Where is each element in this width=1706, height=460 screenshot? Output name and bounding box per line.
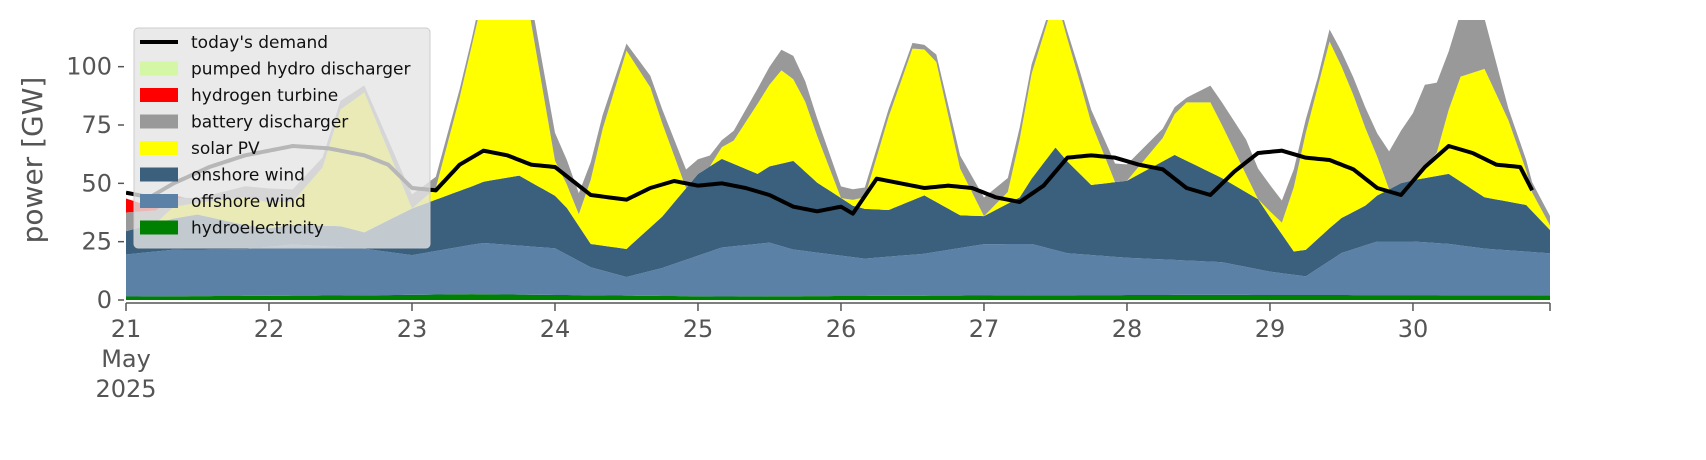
legend-frame xyxy=(133,27,431,249)
x-tick-label: 21 xyxy=(111,315,142,343)
y-tick-label: 0 xyxy=(97,286,112,314)
legend-swatch-hydrogen xyxy=(140,88,178,102)
area-onshore xyxy=(126,147,1550,277)
x-tick-label: 23 xyxy=(397,315,428,343)
stacked-areas xyxy=(126,20,1550,300)
area-solar xyxy=(126,20,1550,252)
x-tick-label: 30 xyxy=(1398,315,1429,343)
legend-swatch-onshore xyxy=(140,167,178,182)
y-tick-label: 100 xyxy=(66,53,112,81)
legend-label-solar: solar PV xyxy=(191,139,260,159)
area-offshore xyxy=(126,241,1550,297)
legend-swatch-solar xyxy=(140,141,178,155)
y-tick-label: 50 xyxy=(81,169,112,197)
x-tick-label: 27 xyxy=(969,315,1000,343)
x-tick-label: 26 xyxy=(826,315,857,343)
x-tick-sublabel: May xyxy=(101,345,151,373)
area-hydro xyxy=(126,294,1550,300)
legend-label-onshore: onshore wind xyxy=(191,166,305,186)
legend-label-pumped: pumped hydro discharger xyxy=(191,60,410,80)
y-tick-label: 75 xyxy=(81,111,112,139)
legend: today's demand pumped hydro discharger hyd… xyxy=(133,27,431,249)
legend-swatch-battery xyxy=(140,114,178,129)
legend-swatch-offshore xyxy=(140,194,178,208)
x-tick-sublabel: 2025 xyxy=(95,375,156,403)
y-axis-title: power [GW] xyxy=(16,77,49,244)
y-tick-label: 25 xyxy=(81,228,112,256)
legend-label-demand: today's demand xyxy=(191,33,328,53)
x-tick-label: 25 xyxy=(683,315,714,343)
x-tick-label: 22 xyxy=(254,315,285,343)
legend-label-hydrogen: hydrogen turbine xyxy=(191,86,338,106)
x-tick-label: 28 xyxy=(1112,315,1143,343)
legend-swatch-hydro xyxy=(140,220,178,235)
legend-swatch-pumped xyxy=(140,61,178,76)
x-tick-label: 24 xyxy=(540,315,571,343)
legend-label-offshore: offshore wind xyxy=(191,192,306,212)
area-battery xyxy=(126,20,1550,232)
x-tick-label: 29 xyxy=(1255,315,1286,343)
legend-label-hydro: hydroelectricity xyxy=(191,219,324,239)
legend-label-battery: battery discharger xyxy=(191,113,348,133)
